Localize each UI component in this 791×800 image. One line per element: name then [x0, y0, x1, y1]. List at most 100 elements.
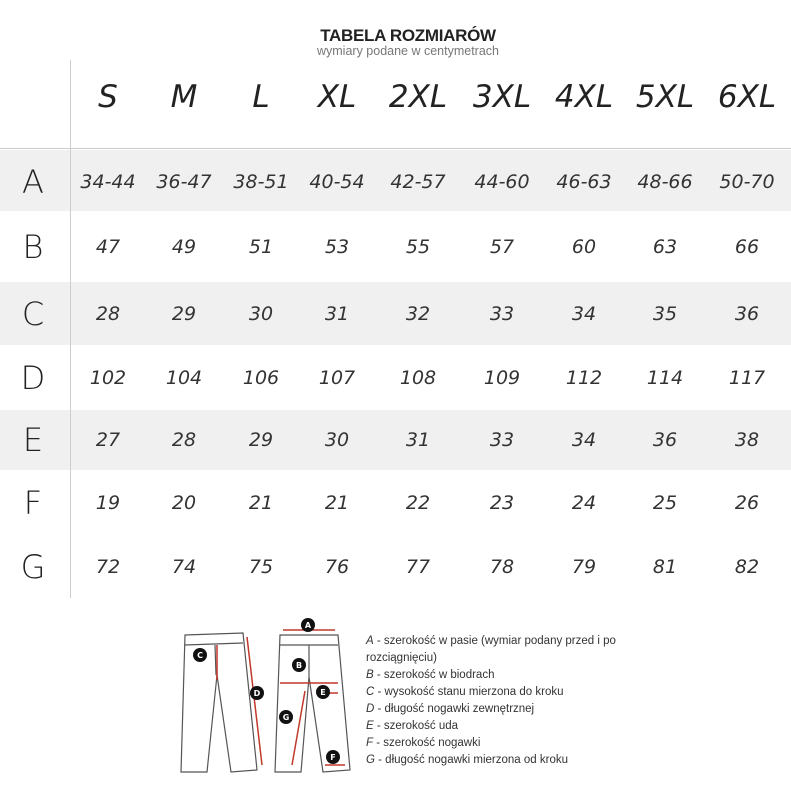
- table-cell: 33: [489, 429, 515, 451]
- table-cell: 102: [89, 367, 127, 389]
- table-cell: 33: [489, 303, 515, 325]
- legend-key: F: [366, 737, 374, 749]
- row-band: [0, 150, 791, 211]
- table-cell: 48-66: [637, 171, 693, 193]
- table-cell: 25: [652, 492, 678, 514]
- column-divider: [70, 60, 71, 598]
- table-cell: 23: [489, 492, 515, 514]
- row-label: G: [20, 548, 46, 586]
- table-cell: 104: [165, 367, 203, 389]
- table-cell: 30: [324, 429, 350, 451]
- legend-item: E - szerokość uda: [366, 718, 616, 735]
- legend-item: D - długość nogawki zewnętrznej: [366, 701, 616, 718]
- table-cell: 36: [734, 303, 760, 325]
- row-label: D: [20, 359, 46, 397]
- table-cell: 30: [248, 303, 274, 325]
- table-cell: 31: [324, 303, 350, 325]
- table-cell: 109: [483, 367, 521, 389]
- row-band: [0, 282, 791, 345]
- legend-item: B - szerokość w biodrach: [366, 667, 616, 684]
- size-header: L: [252, 79, 270, 115]
- pants-diagram: C D A B E G F: [175, 615, 360, 784]
- table-cell: 26: [734, 492, 760, 514]
- table-cell: 42-57: [390, 171, 446, 193]
- legend-key: C: [366, 686, 375, 698]
- size-header: S: [98, 79, 118, 115]
- row-label: E: [22, 421, 44, 459]
- size-header: 4XL: [554, 79, 614, 115]
- table-cell: 38-51: [233, 171, 289, 193]
- table-cell: 78: [489, 556, 515, 578]
- legend-text: - szerokość w biodrach: [373, 669, 495, 681]
- legend-text: - wysokość stanu mierzona do kroku: [374, 686, 564, 698]
- row-label: A: [22, 163, 44, 201]
- table-cell: 114: [646, 367, 684, 389]
- table-cell: 27: [95, 429, 121, 451]
- table-cell: 34: [571, 303, 597, 325]
- table-cell: 34-44: [80, 171, 136, 193]
- svg-text:D: D: [254, 689, 261, 698]
- table-cell: 60: [571, 236, 597, 258]
- legend-item: rozciągnięciu): [366, 650, 616, 667]
- legend-text: - szerokość nogawki: [373, 737, 481, 749]
- svg-text:F: F: [330, 753, 335, 762]
- measurement-legend: A - szerokość w pasie (wymiar podany prz…: [366, 633, 616, 769]
- svg-text:G: G: [283, 713, 290, 722]
- row-band: [0, 410, 791, 470]
- table-cell: 49: [171, 236, 197, 258]
- legend-item: A - szerokość w pasie (wymiar podany prz…: [366, 633, 616, 650]
- svg-text:E: E: [320, 688, 325, 697]
- table-cell: 81: [652, 556, 678, 578]
- table-cell: 79: [571, 556, 597, 578]
- table-cell: 34: [571, 429, 597, 451]
- table-cell: 35: [652, 303, 678, 325]
- legend-key: G: [366, 754, 375, 766]
- row-label: F: [23, 484, 43, 522]
- table-cell: 24: [571, 492, 597, 514]
- legend-text: rozciągnięciu): [366, 652, 437, 664]
- table-cell: 44-60: [474, 171, 530, 193]
- legend-item: F - szerokość nogawki: [366, 735, 616, 752]
- table-cell: 75: [248, 556, 274, 578]
- table-cell: 117: [728, 367, 766, 389]
- table-cell: 63: [652, 236, 678, 258]
- table-cell: 21: [324, 492, 350, 514]
- table-cell: 32: [405, 303, 431, 325]
- size-header: M: [170, 79, 198, 115]
- table-cell: 21: [248, 492, 274, 514]
- size-header: 2XL: [388, 79, 448, 115]
- table-cell: 112: [565, 367, 603, 389]
- size-header: 6XL: [717, 79, 777, 115]
- table-cell: 28: [95, 303, 121, 325]
- table-cell: 106: [242, 367, 280, 389]
- table-cell: 108: [399, 367, 437, 389]
- row-label: B: [22, 228, 44, 266]
- table-cell: 72: [95, 556, 121, 578]
- svg-text:B: B: [296, 661, 302, 670]
- chart-title: TABELA ROZMIARÓW: [320, 26, 496, 45]
- table-cell: 46-63: [556, 171, 612, 193]
- table-cell: 22: [405, 492, 431, 514]
- legend-item: G - długość nogawki mierzona od kroku: [366, 752, 616, 769]
- table-cell: 74: [171, 556, 197, 578]
- table-cell: 47: [95, 236, 121, 258]
- row-label: C: [21, 295, 45, 333]
- legend-text: - szerokość w pasie (wymiar podany przed…: [373, 635, 616, 647]
- table-cell: 107: [318, 367, 356, 389]
- table-cell: 82: [734, 556, 760, 578]
- table-cell: 28: [171, 429, 197, 451]
- legend-item: C - wysokość stanu mierzona do kroku: [366, 684, 616, 701]
- legend-text: - szerokość uda: [373, 720, 459, 732]
- legend-key: E: [366, 720, 374, 732]
- table-cell: 31: [405, 429, 431, 451]
- table-cell: 36: [652, 429, 678, 451]
- header-divider: [0, 148, 791, 149]
- table-cell: 50-70: [719, 171, 775, 193]
- table-cell: 20: [171, 492, 197, 514]
- size-header: 3XL: [472, 79, 532, 115]
- table-cell: 19: [95, 492, 121, 514]
- legend-text: - długość nogawki mierzona od kroku: [374, 754, 568, 766]
- table-cell: 51: [248, 236, 274, 258]
- table-cell: 40-54: [309, 171, 365, 193]
